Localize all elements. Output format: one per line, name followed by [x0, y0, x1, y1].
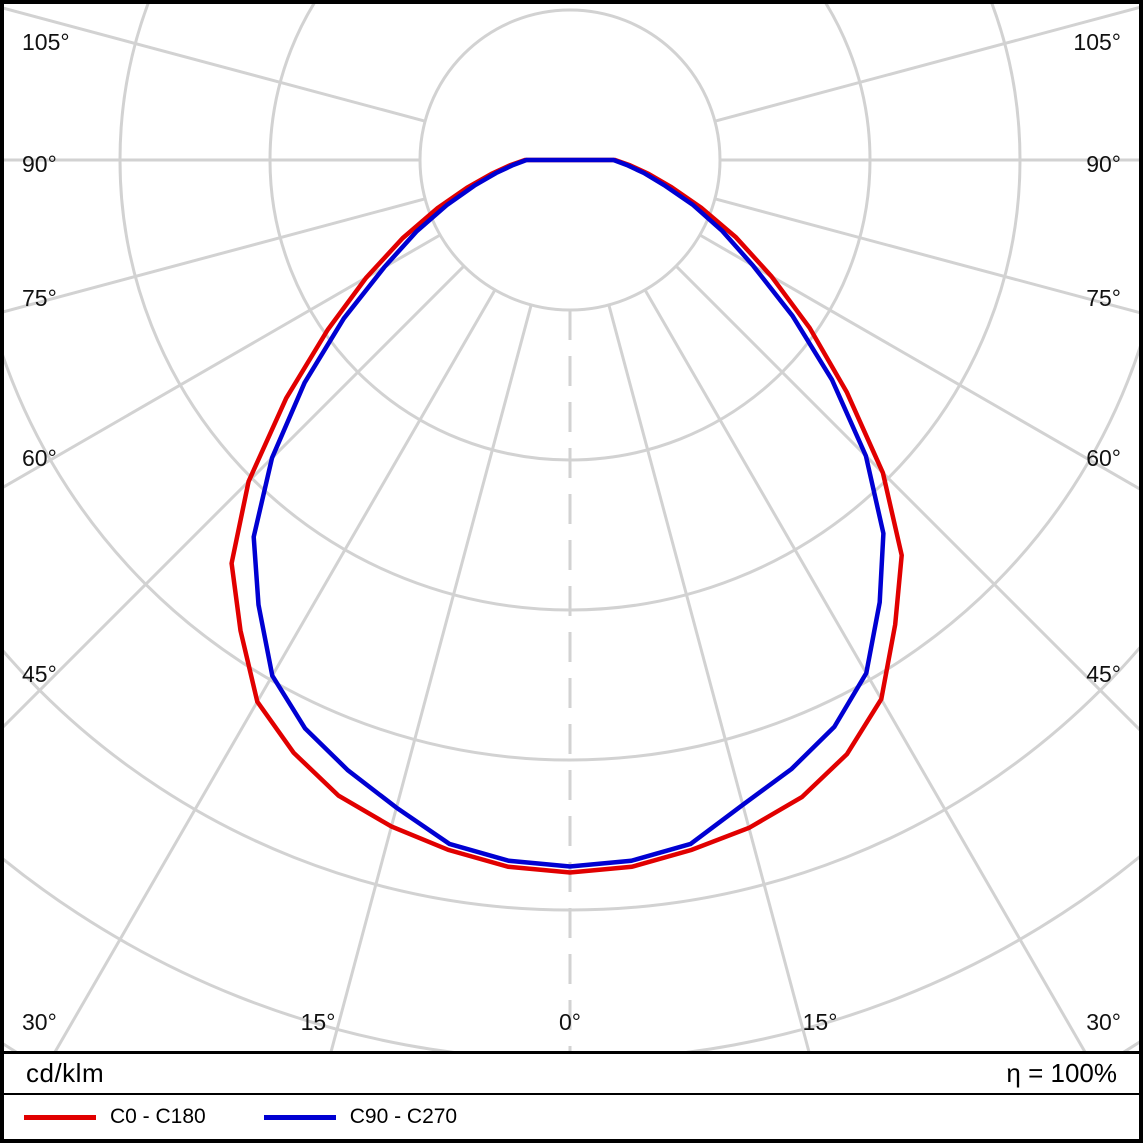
curve-c0-c180 [229, 157, 904, 875]
angle-label-bottom: 0° [559, 1009, 581, 1035]
efficiency-label: η = 100% [1006, 1058, 1117, 1088]
angle-label-bottom: 15° [803, 1009, 838, 1035]
legend-item-c90-c270: C90 - C270 [263, 1105, 458, 1129]
grid-radial-line [699, 233, 1139, 491]
grid-radial-line [53, 289, 497, 1051]
grid-radial-line [4, 6, 426, 123]
angle-label-right: 45° [1086, 661, 1121, 687]
angle-label-left: 105° [22, 29, 70, 55]
footer-row: cd/klm η = 100% [4, 1054, 1139, 1095]
angle-label-left: 60° [22, 445, 57, 471]
angle-label-left: 30° [22, 1009, 57, 1035]
angle-label-right: 30° [1086, 1009, 1121, 1035]
legend-line-red [24, 1114, 96, 1120]
grid-radial-line [675, 265, 1139, 732]
unit-label: cd/klm [26, 1058, 105, 1088]
angle-label-right: 75° [1086, 285, 1121, 311]
angle-label-right: 105° [1073, 29, 1121, 55]
legend-item-c0-c180: C0 - C180 [24, 1105, 206, 1129]
grid-radial-line [4, 233, 441, 489]
grid-radial-line [4, 197, 426, 314]
angle-label-left: 45° [22, 661, 57, 687]
legend-label-c0-c180: C0 - C180 [110, 1105, 206, 1128]
polar-plot-area: 105° 90° 75° 60° 45° 30° 105° 90° 75° 60° 45° 30° 15… [4, 4, 1139, 1054]
curve-c90-c270 [251, 157, 886, 869]
legend-label-c90-c270: C90 - C270 [349, 1105, 458, 1128]
polar-chart: 105° 90° 75° 60° 45° 30° 105° 90° 75° 60° 45° 30° 15… [4, 4, 1139, 1051]
grid-radial-line [607, 304, 811, 1051]
grid-radial-line [714, 197, 1139, 315]
grid-radial-line [714, 5, 1139, 123]
angle-label-left: 90° [22, 151, 57, 177]
grid-ring [4, 345, 1139, 762]
angle-label-left: 75° [22, 285, 57, 311]
legend-line-blue [263, 1114, 336, 1120]
angle-label-bottom: 15° [301, 1009, 336, 1035]
angle-label-right: 60° [1086, 445, 1121, 471]
grid-radial-line [4, 265, 465, 729]
grid-radial-line [329, 304, 533, 1051]
grid-radial-line [643, 289, 1087, 1051]
legend: C0 - C180 C90 - C270 [4, 1095, 1139, 1139]
grid-ring [268, 4, 872, 462]
angle-label-right: 90° [1086, 151, 1121, 177]
